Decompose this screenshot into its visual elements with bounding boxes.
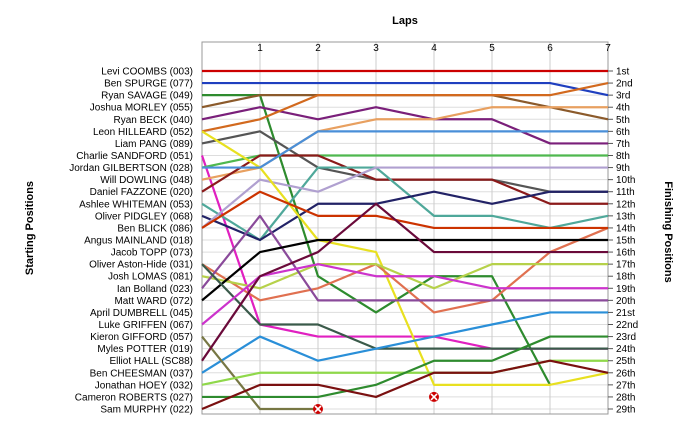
finishing-labels: 1st2nd3rd4th5th6th7th8th9th10th11th12th1… <box>608 67 638 416</box>
starting-position-label: Ben CHEESMAN (037) <box>90 368 193 379</box>
starting-position-label: Cameron ROBERTS (027) <box>75 392 193 403</box>
finishing-position-label: 24th <box>616 344 635 355</box>
retirement-marker <box>313 404 323 414</box>
finishing-position-label: 21st <box>616 308 635 319</box>
starting-position-label: Leon HILLEARD (052) <box>93 127 193 138</box>
x-tick-label: 3 <box>373 43 379 54</box>
starting-position-label: Ian Bolland (023) <box>117 284 193 295</box>
x-tick-label: 6 <box>547 43 553 54</box>
series-line-16 <box>202 130 608 169</box>
x-tick-label: 1 <box>257 43 263 54</box>
finishing-position-label: 12th <box>616 199 635 210</box>
series-line-6 <box>201 81 609 133</box>
series-line-15 <box>201 130 609 386</box>
x-tick-labels: 1 2 3 4 5 6 7 <box>257 43 611 54</box>
finishing-position-label: 27th <box>616 380 635 391</box>
series-line-23 <box>201 263 608 326</box>
series-line-12 <box>201 166 609 242</box>
series-line-2 <box>202 81 609 97</box>
starting-position-label: Will DOWLING (048) <box>100 175 193 186</box>
finishing-position-label: 2nd <box>616 79 633 90</box>
series-line-28 <box>202 335 608 399</box>
finishing-position-label: 22nd <box>616 320 638 331</box>
starting-position-label: Oliver PIDGLEY (068) <box>95 211 193 222</box>
finishing-position-label: 6th <box>616 127 630 138</box>
marker-layer <box>313 391 439 414</box>
starting-position-label: April DUMBRELL (045) <box>90 308 193 319</box>
finishing-position-label: 8th <box>616 151 630 162</box>
starting-position-label: Joshua MORLEY (055) <box>90 103 193 114</box>
finishing-position-label: 25th <box>616 356 635 367</box>
series-line-22 <box>201 263 608 350</box>
starting-position-label: Levi COOMBS (003) <box>101 67 193 78</box>
x-tick-label: 4 <box>431 43 437 54</box>
starting-position-label: Ben BLICK (086) <box>117 223 193 234</box>
finishing-position-label: 26th <box>616 368 635 379</box>
right-axis-title: Finishing Positions <box>662 181 674 282</box>
series-line-5 <box>201 106 608 145</box>
series-layer <box>200 69 609 411</box>
x-tick-label: 7 <box>605 43 611 54</box>
starting-position-label: Luke GRIFFEN (067) <box>99 320 193 331</box>
finishing-position-label: 19th <box>616 284 635 295</box>
finishing-position-label: 9th <box>616 163 630 174</box>
series-line-11 <box>201 154 608 205</box>
starting-position-label: Oliver Aston-Hide (031) <box>89 260 193 271</box>
starting-position-label: Jonathan HOEY (032) <box>95 380 193 391</box>
finishing-position-label: 18th <box>616 272 635 283</box>
finishing-position-label: 11th <box>616 187 635 198</box>
series-line-24 <box>201 311 608 374</box>
series-line-25 <box>201 335 318 411</box>
finishing-position-label: 3rd <box>616 91 630 102</box>
finishing-position-label: 16th <box>616 248 635 259</box>
finishing-position-label: 20th <box>616 296 635 307</box>
finishing-position-label: 17th <box>616 260 635 271</box>
starting-position-label: Jordan GILBERTSON (028) <box>69 163 193 174</box>
series-line-14 <box>201 166 608 229</box>
x-tick-label: 5 <box>489 43 495 54</box>
finishing-position-label: 14th <box>616 223 635 234</box>
finishing-position-label: 1st <box>616 67 630 78</box>
starting-position-label: Elliot HALL (SC88) <box>109 356 193 367</box>
finishing-position-label: 23rd <box>616 332 636 343</box>
starting-position-label: Matt WARD (072) <box>114 296 193 307</box>
series-line-20 <box>201 238 608 302</box>
finishing-position-label: 29th <box>616 405 635 416</box>
finishing-position-label: 13th <box>616 211 635 222</box>
series-line-21 <box>201 190 608 230</box>
series-line-13 <box>201 190 608 242</box>
starting-position-label: Jacob TOPP (073) <box>111 248 193 259</box>
starting-position-label: Kieron GIFFORD (057) <box>90 332 193 343</box>
starting-labels: Levi COOMBS (003)Ben SPURGE (077)Ryan SA… <box>69 67 193 416</box>
left-axis-title: Starting Positions <box>24 181 36 275</box>
finishing-position-label: 10th <box>616 175 635 186</box>
series-line-29 <box>201 359 609 411</box>
x-axis-title: Laps <box>392 15 418 27</box>
starting-position-label: Daniel FAZZONE (020) <box>90 187 193 198</box>
starting-position-label: Ryan SAVAGE (049) <box>101 91 193 102</box>
starting-position-label: Sam MURPHY (022) <box>100 405 193 416</box>
starting-position-label: Ashlee WHITEMAN (053) <box>79 199 193 210</box>
finishing-position-label: 28th <box>616 392 635 403</box>
x-tick-label: 2 <box>315 43 321 54</box>
retirement-marker <box>429 391 439 402</box>
starting-position-label: Ben SPURGE (077) <box>104 79 193 90</box>
series-line-19 <box>201 214 608 302</box>
finishing-position-label: 15th <box>616 236 635 247</box>
finishing-position-label: 4th <box>616 103 630 114</box>
series-line-26 <box>201 202 608 362</box>
finishing-position-label: 5th <box>616 115 630 126</box>
starting-position-label: Angus MAINLAND (018) <box>84 236 193 247</box>
starting-position-label: Josh LOMAS (081) <box>108 272 193 283</box>
starting-position-label: Myles POTTER (019) <box>97 344 193 355</box>
starting-position-label: Ryan BECK (040) <box>114 115 193 126</box>
finishing-position-label: 7th <box>616 139 630 150</box>
series-line-17 <box>201 226 609 314</box>
starting-position-label: Charlie SANDFORD (051) <box>76 151 193 162</box>
starting-position-label: Liam PANG (089) <box>115 139 193 150</box>
